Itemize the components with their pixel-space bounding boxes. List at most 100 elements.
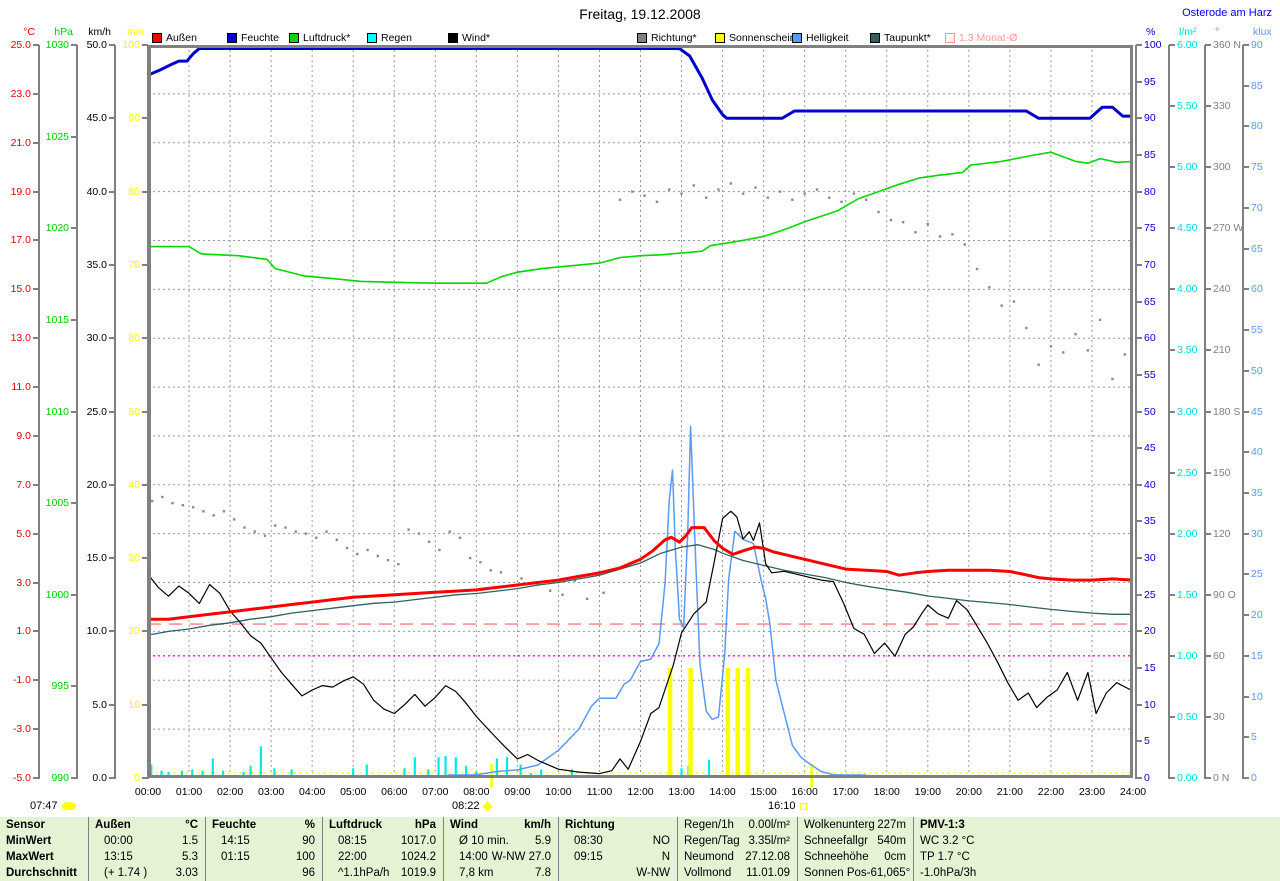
richtung-dot bbox=[803, 192, 806, 195]
axis-tick-label: 30.0 bbox=[86, 332, 107, 345]
legend-swatch-icon bbox=[792, 32, 802, 43]
legend-label: Richtung* bbox=[651, 31, 697, 44]
regen-bar bbox=[201, 770, 204, 776]
axis-tick bbox=[142, 703, 148, 706]
x-axis-tick-label: 03:00 bbox=[257, 786, 285, 798]
richtung-dot bbox=[171, 501, 174, 505]
axis-tick-label: 50.0 bbox=[86, 39, 107, 51]
richtung-dot bbox=[325, 530, 328, 533]
table-cell: MinWert bbox=[0, 833, 88, 849]
axis-tick bbox=[109, 557, 115, 560]
cell-value: Schneefallgr bbox=[804, 835, 868, 847]
axis-tick bbox=[33, 581, 39, 584]
row-label: MaxWert bbox=[6, 851, 54, 863]
column-header: hPa bbox=[414, 819, 436, 831]
cell-value: 00:00 bbox=[104, 835, 133, 847]
richtung-dot bbox=[458, 536, 462, 539]
richtung-dot bbox=[975, 267, 979, 271]
axis-tick bbox=[1243, 44, 1249, 46]
regen-bar bbox=[427, 769, 430, 776]
cell-value: 08:30 bbox=[574, 835, 603, 847]
axis-tick bbox=[1205, 44, 1211, 46]
richtung-dot bbox=[212, 514, 215, 517]
axis-tick-label: 210 bbox=[1213, 344, 1231, 357]
sonnenschein-bar bbox=[745, 668, 751, 776]
legend-item: 1.3 Monat-Ø bbox=[945, 31, 1017, 44]
axis-tick bbox=[142, 777, 148, 779]
cell-value: 100 bbox=[295, 851, 315, 863]
axis-tick bbox=[1136, 44, 1142, 46]
axis-tick bbox=[33, 532, 39, 535]
regen-bar bbox=[403, 768, 406, 776]
axis-tick-label: -3.0 bbox=[12, 723, 31, 736]
axis-tick-label: 35 bbox=[1251, 486, 1263, 499]
legend-item: Helligkeit bbox=[792, 31, 849, 44]
axis-tick bbox=[1205, 654, 1211, 657]
dawn-cloud-icon bbox=[61, 802, 76, 810]
legend-item: Wind* bbox=[448, 31, 490, 44]
axis-tick bbox=[1205, 532, 1211, 535]
table-cell: Wolkenunterg 227m bbox=[798, 817, 913, 833]
axis-tick-label: 60 bbox=[1144, 332, 1156, 345]
table-cell: Luftdruck hPa bbox=[323, 817, 443, 833]
axis-tick bbox=[109, 777, 115, 779]
axis-tick bbox=[71, 318, 77, 321]
x-axis-tick-label: 22:00 bbox=[1037, 786, 1065, 798]
axis-tick bbox=[1243, 654, 1249, 657]
cell-value: Regen/1h bbox=[684, 819, 734, 831]
axis-tick-label: 0.00 bbox=[1177, 772, 1198, 784]
sonnenschein-bar bbox=[735, 668, 741, 776]
chart-plot bbox=[147, 45, 1134, 787]
x-axis-tick-label: 19:00 bbox=[914, 786, 941, 798]
axis-tick bbox=[1205, 715, 1211, 718]
axis-tick-label: 60 bbox=[128, 332, 140, 345]
legend-item: Regen bbox=[367, 31, 412, 44]
dawn-time: 07:47 bbox=[30, 800, 58, 812]
sunrise-time: 08:22 bbox=[452, 800, 480, 812]
richtung-dot bbox=[741, 192, 745, 195]
table-cell: WC 3.2 °C bbox=[914, 833, 1280, 849]
axis-tick-label: 85 bbox=[1251, 79, 1263, 92]
regen-bar bbox=[222, 770, 225, 776]
cell-value: 08:15 bbox=[338, 835, 367, 847]
axis-tick bbox=[109, 630, 115, 633]
cell-value: 14:00 bbox=[459, 851, 488, 863]
richtung-dot bbox=[585, 597, 589, 601]
axis-tick-label: 45 bbox=[1251, 405, 1263, 418]
cell-value: Wolkenunterg bbox=[804, 819, 875, 831]
axis-tick-label: 21.0 bbox=[10, 136, 31, 149]
richtung-dot bbox=[397, 563, 400, 566]
axis-tick bbox=[142, 483, 148, 486]
regen-bar bbox=[570, 769, 574, 776]
richtung-dot bbox=[717, 188, 720, 191]
cell-value: 13:15 bbox=[104, 851, 133, 863]
richtung-dot bbox=[1062, 351, 1065, 354]
axis-tick bbox=[33, 288, 39, 291]
axis-tick-label: 10 bbox=[128, 698, 140, 711]
axis-tick bbox=[1136, 703, 1142, 706]
legend-swatch-icon bbox=[448, 32, 458, 43]
axis-tick-label: 80 bbox=[1251, 120, 1263, 133]
regen-bar bbox=[454, 757, 457, 776]
richtung-dot bbox=[284, 526, 287, 529]
axis-tick-label: 50 bbox=[128, 405, 140, 418]
richtung-dot bbox=[778, 190, 782, 193]
axis-tick-label: 20 bbox=[128, 625, 140, 638]
cell-value: (+ 1.74 ) bbox=[104, 867, 148, 879]
table-column: Sensor MinWert MaxWert Durchschnitt bbox=[0, 817, 88, 881]
richtung-dot bbox=[438, 548, 441, 552]
richtung-dot bbox=[561, 593, 564, 596]
axis-tick bbox=[71, 135, 77, 138]
richtung-dot bbox=[889, 218, 893, 222]
axis-tick bbox=[1243, 736, 1249, 739]
axis-tick-label: 55 bbox=[1251, 324, 1263, 337]
cell-value: ^1.1hPa/h bbox=[338, 867, 390, 879]
axis-tick bbox=[1243, 247, 1249, 250]
richtung-dot bbox=[356, 552, 359, 556]
x-axis-tick-label: 08:00 bbox=[463, 786, 490, 798]
table-cell: 13:15 5.3 bbox=[89, 849, 205, 865]
axis-tick-label: 90 bbox=[128, 112, 140, 125]
axis-tick-label: 15.0 bbox=[10, 283, 31, 296]
legend-swatch-icon bbox=[870, 32, 880, 43]
richtung-dot bbox=[479, 560, 482, 564]
